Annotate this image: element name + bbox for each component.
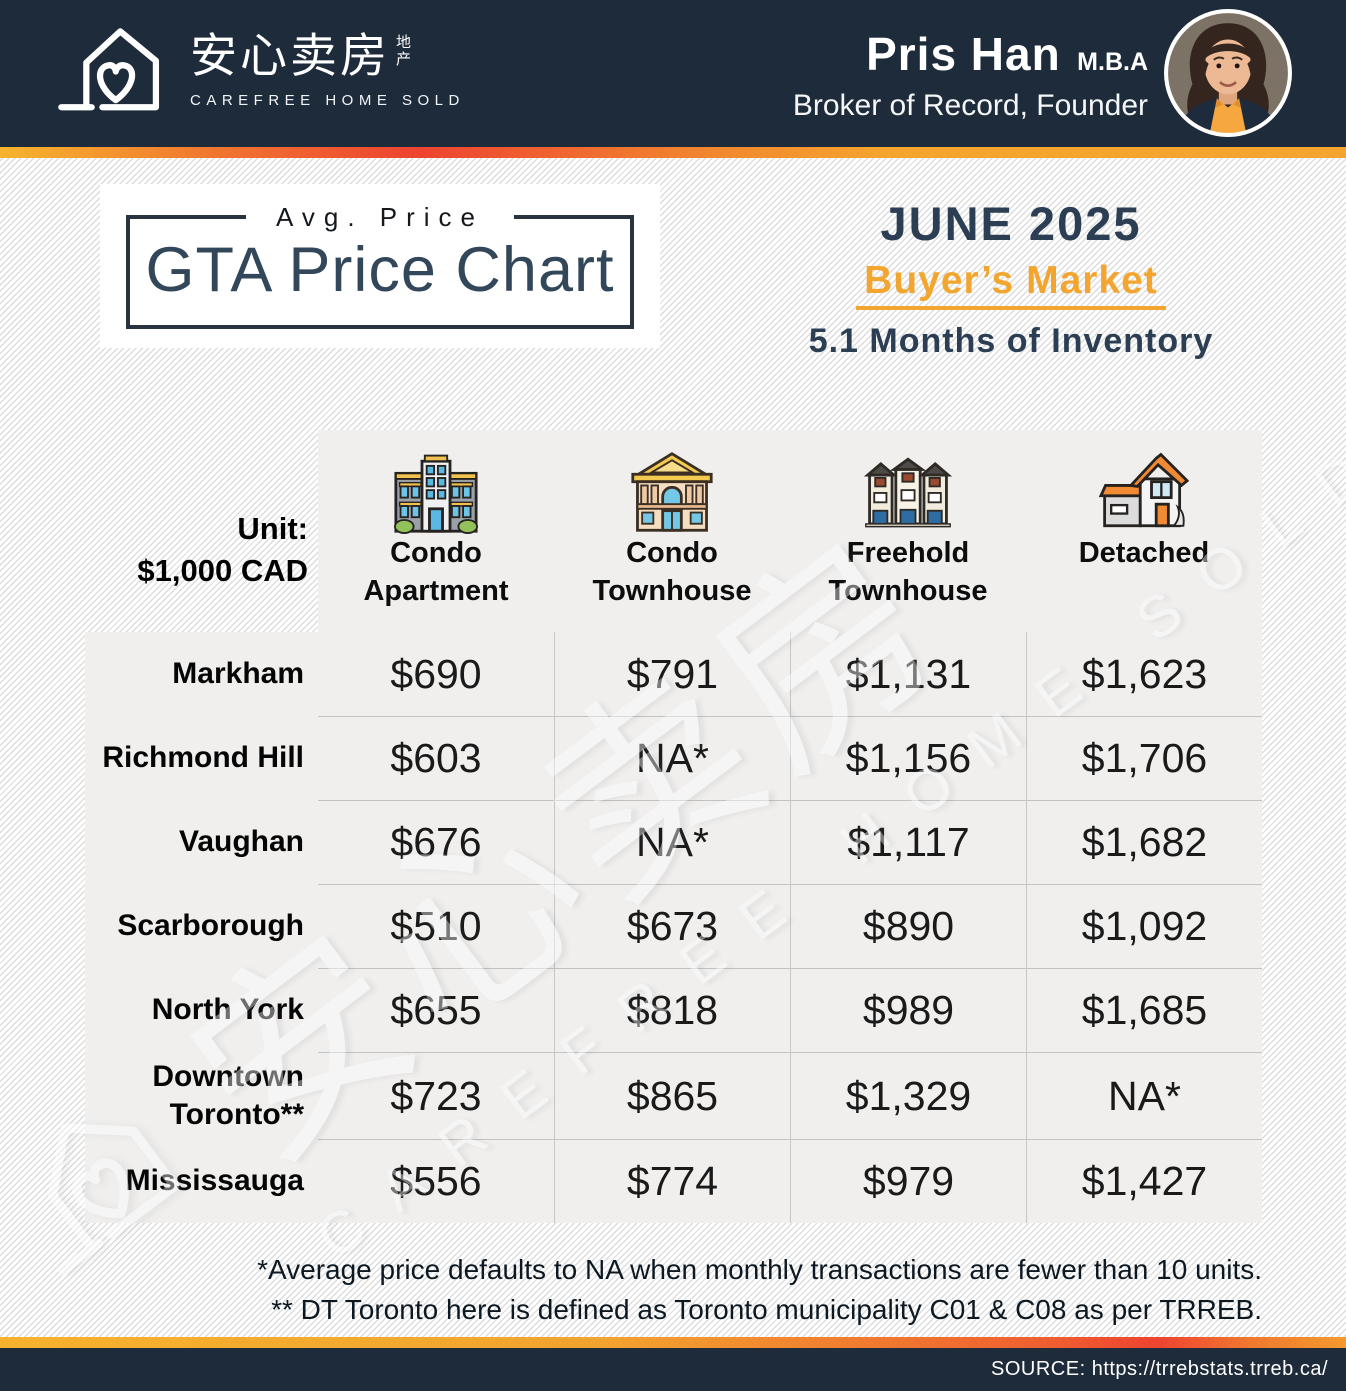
header: 安心卖房 地产 CAREFREE HOME SOLD Pris Han M.B.… <box>0 0 1346 147</box>
title-box: Avg. Price GTA Price Chart <box>126 202 634 329</box>
title-eyebrow: Avg. Price <box>245 202 515 233</box>
column-label: Townhouse <box>592 575 752 608</box>
price-cell: $510 <box>318 884 554 968</box>
footer: SOURCE: https://trrebstats.trreb.ca/ <box>0 1348 1346 1391</box>
price-cell: $979 <box>790 1139 1026 1223</box>
column-label: Townhouse <box>828 575 988 608</box>
price-cell: $1,682 <box>1026 800 1262 884</box>
footnote-na: *Average price defaults to NA when month… <box>257 1254 1262 1285</box>
source-link: SOURCE: https://trrebstats.trreb.ca/ <box>991 1358 1328 1380</box>
freehold-townhouse-icon <box>863 450 953 534</box>
page-title: GTA Price Chart <box>145 235 615 305</box>
market-status-block: JUNE 2025 Buyer’s Market 5.1 Months of I… <box>756 196 1266 361</box>
market-status-badge: Buyer’s Market <box>856 255 1166 310</box>
price-cell: $1,156 <box>790 716 1026 800</box>
column-label: Condo <box>390 537 482 569</box>
agent-block: Pris Han M.B.A Broker of Record, Founder <box>793 27 1148 123</box>
report-period: JUNE 2025 <box>880 197 1142 250</box>
column-label: Apartment <box>363 575 509 608</box>
price-cell: $556 <box>318 1139 554 1223</box>
header-accent-line <box>0 147 1346 158</box>
price-cell: NA* <box>554 716 790 800</box>
footer-accent-line <box>0 1337 1346 1348</box>
column-label: Condo <box>626 537 718 569</box>
row-label: Mississauga <box>85 1139 318 1223</box>
price-cell: $1,623 <box>1026 632 1262 716</box>
price-cell: $1,427 <box>1026 1139 1262 1223</box>
agent-credential: M.B.A <box>1077 48 1148 76</box>
price-cell: $603 <box>318 716 554 800</box>
brand-text: 安心卖房 地产 CAREFREE HOME SOLD <box>190 18 465 109</box>
price-cell: $1,131 <box>790 632 1026 716</box>
agent-role: Broker of Record, Founder <box>792 89 1148 122</box>
detached-house-icon <box>1099 450 1189 534</box>
price-cell: $1,117 <box>790 800 1026 884</box>
column-header-freehold-townhouse-icon: Freehold Townhouse <box>790 430 1026 632</box>
column-header-detached-house-icon: Detached <box>1026 430 1262 632</box>
price-cell: $673 <box>554 884 790 968</box>
price-cell: $865 <box>554 1052 790 1139</box>
row-label: North York <box>85 968 318 1052</box>
price-cell: $1,092 <box>1026 884 1262 968</box>
months-of-inventory: 5.1 Months of Inventory <box>808 322 1214 360</box>
price-cell: $723 <box>318 1052 554 1139</box>
price-cell: $1,706 <box>1026 716 1262 800</box>
price-cell: $1,329 <box>790 1052 1026 1139</box>
price-cell: $818 <box>554 968 790 1052</box>
column-label: Freehold <box>846 537 970 569</box>
title-panel: Avg. Price GTA Price Chart <box>100 184 660 348</box>
price-cell: $676 <box>318 800 554 884</box>
brand-name-chinese: 安心卖房 <box>190 29 390 82</box>
price-cell: NA* <box>554 800 790 884</box>
price-cell: $989 <box>790 968 1026 1052</box>
row-label: Downtown Toronto** <box>85 1052 318 1139</box>
row-label: Vaughan <box>85 800 318 884</box>
condo-apartment-icon <box>391 450 481 534</box>
row-label: Scarborough <box>85 884 318 968</box>
column-header-condo-townhouse-icon: Condo Townhouse <box>554 430 790 632</box>
footnote-dt-toronto: ** DT Toronto here is defined as Toronto… <box>271 1294 1262 1325</box>
footnotes: *Average price defaults to NA when month… <box>85 1250 1262 1330</box>
price-table: Unit: $1,000 CAD Condo Apartment <box>85 430 1262 1223</box>
brand-name-english: CAREFREE HOME SOLD <box>190 92 465 109</box>
price-cell: $1,685 <box>1026 968 1262 1052</box>
agent-name: Pris Han <box>866 28 1061 80</box>
row-label: Markham <box>85 632 318 716</box>
price-cell: $791 <box>554 632 790 716</box>
row-label: Richmond Hill <box>85 716 318 800</box>
price-cell: $690 <box>318 632 554 716</box>
price-cell: $890 <box>790 884 1026 968</box>
unit-label: Unit: $1,000 CAD <box>85 430 318 632</box>
column-label: Detached <box>1078 537 1210 569</box>
price-cell: NA* <box>1026 1052 1262 1139</box>
price-cell: $774 <box>554 1139 790 1223</box>
condo-townhouse-icon <box>627 450 717 534</box>
agent-avatar <box>1164 9 1292 137</box>
brand-house-heart-icon <box>56 18 172 122</box>
price-cell: $655 <box>318 968 554 1052</box>
unit-label-line2: $1,000 CAD <box>137 553 308 589</box>
column-header-condo-apartment-icon: Condo Apartment <box>318 430 554 632</box>
brand-logo: 安心卖房 地产 CAREFREE HOME SOLD <box>56 18 465 122</box>
brand-suffix-chinese: 地产 <box>396 34 412 69</box>
unit-label-line1: Unit: <box>237 511 308 547</box>
